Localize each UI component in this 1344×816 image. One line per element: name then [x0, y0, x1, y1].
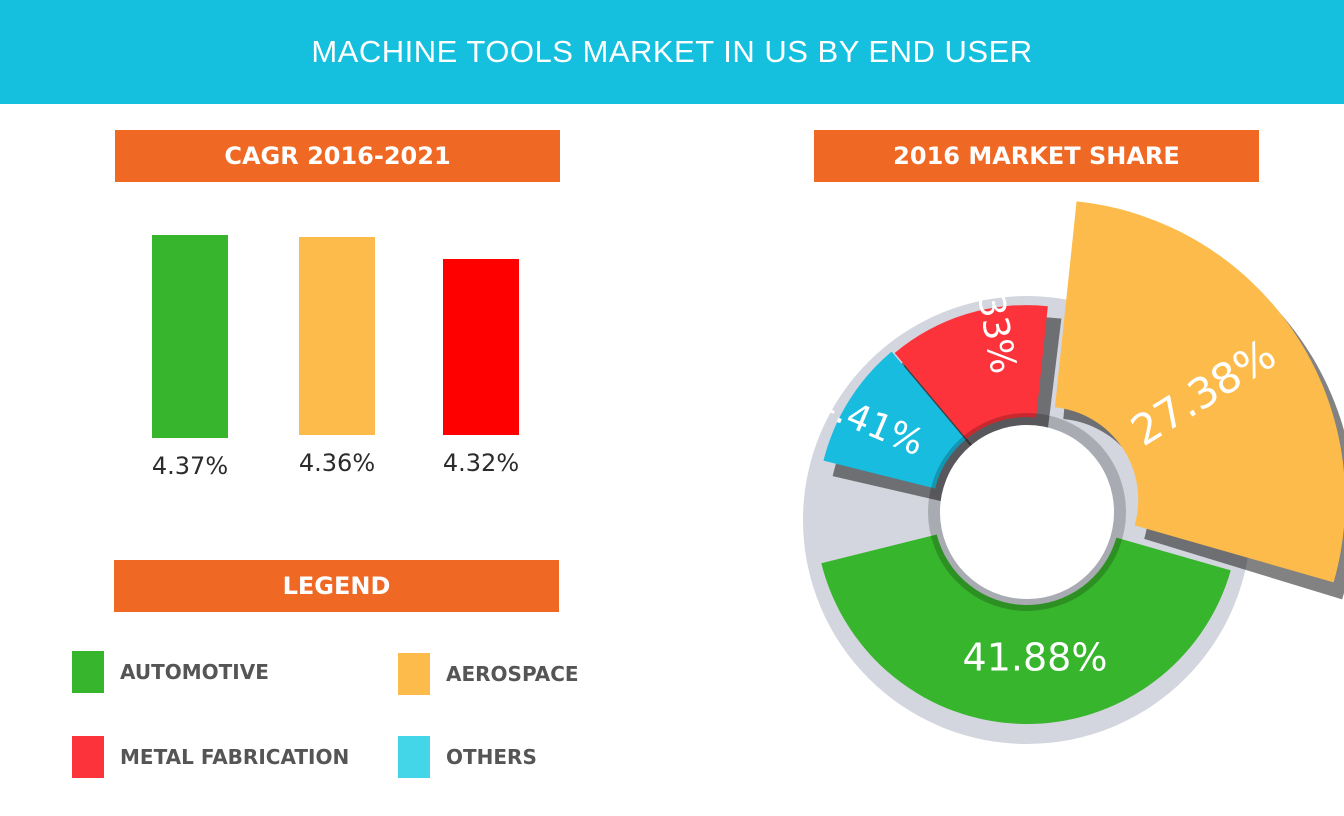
bar-value-label: 4.36%	[298, 449, 376, 477]
legend-swatch	[72, 736, 104, 778]
title-banner: MACHINE TOOLS MARKET IN US BY END USER	[0, 0, 1344, 104]
donut-slice-aerospace	[1054, 201, 1344, 583]
legend-item-others: OTHERS	[398, 736, 537, 778]
legend-label: AUTOMOTIVE	[120, 660, 269, 684]
page-title: MACHINE TOOLS MARKET IN US BY END USER	[311, 34, 1033, 69]
legend-heading: LEGEND	[114, 560, 559, 612]
market-share-heading: 2016 MARKET SHARE	[814, 130, 1259, 182]
bar-value-label: 4.32%	[442, 449, 520, 477]
slice-value-label: 41.88%	[963, 636, 1108, 680]
bar-metal-fabrication	[443, 259, 519, 435]
legend-item-automotive: AUTOMOTIVE	[72, 651, 269, 693]
bar-value-label: 4.37%	[151, 452, 229, 480]
donut-hole	[940, 425, 1114, 599]
legend-swatch	[398, 736, 430, 778]
bar-aerospace	[299, 237, 375, 435]
legend-item-aerospace: AEROSPACE	[398, 653, 579, 695]
bar-automotive	[152, 234, 228, 438]
market-share-donut-chart: 41.88%27.38%16.33%14.41%	[787, 201, 1344, 744]
donut-slice-metal-fabrication	[894, 305, 1048, 439]
legend-swatch	[72, 651, 104, 693]
donut-slice-automotive	[821, 534, 1231, 725]
cagr-heading: CAGR 2016-2021	[115, 130, 560, 182]
legend-label: METAL FABRICATION	[120, 745, 350, 769]
legend-label: OTHERS	[446, 745, 537, 769]
legend-label: AEROSPACE	[446, 662, 579, 686]
donut-slice-others	[823, 351, 966, 489]
legend-item-metal-fabrication: METAL FABRICATION	[72, 736, 349, 778]
legend-swatch	[398, 653, 430, 695]
donut-inner-rim	[928, 413, 1126, 611]
